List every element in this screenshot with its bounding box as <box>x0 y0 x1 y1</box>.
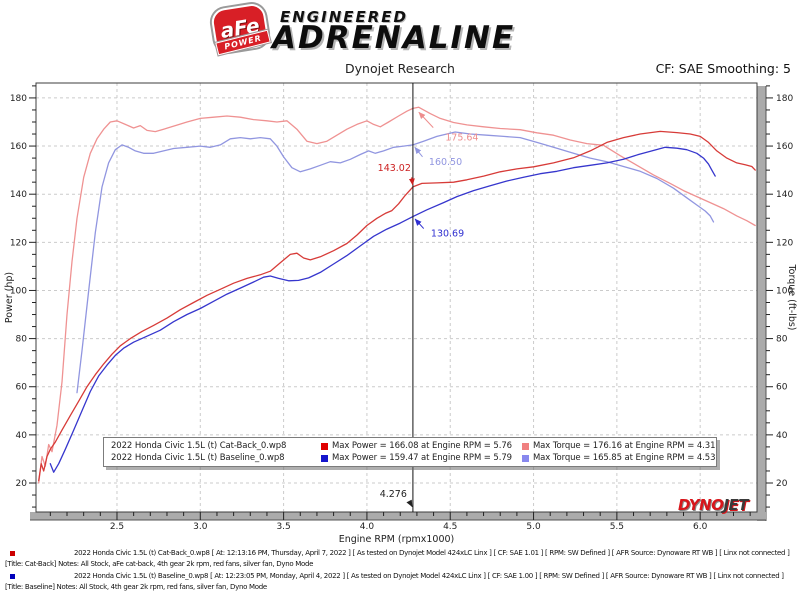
legend-max-torque: Max Torque = 165.85 at Engine RPM = 4.53 <box>532 453 716 463</box>
legend-row-baseline: 2022 Honda Civic 1.5L (t) Baseline_0.wp8… <box>104 452 716 464</box>
svg-text:140: 140 <box>10 190 27 200</box>
svg-text:4.5: 4.5 <box>443 522 457 532</box>
svg-text:Engine RPM (rpmx1000): Engine RPM (rpmx1000) <box>339 534 455 545</box>
brand-tagline-main: ADRENALINE <box>272 20 516 56</box>
legend-run-name: 2022 Honda Civic 1.5L (t) Cat-Back_0.wp8 <box>111 441 287 451</box>
svg-text:40: 40 <box>16 431 28 441</box>
svg-text:Torque (ft-lbs): Torque (ft-lbs) <box>786 263 797 330</box>
svg-text:120: 120 <box>10 238 27 248</box>
svg-text:180: 180 <box>10 94 27 104</box>
svg-text:80: 80 <box>16 335 28 345</box>
run-details: 2022 Honda Civic 1.5L (t) Cat-Back_0.wp8… <box>0 548 796 594</box>
svg-text:60: 60 <box>16 383 28 393</box>
run-detail-baseline: 2022 Honda Civic 1.5L (t) Baseline_0.wp8… <box>0 571 796 593</box>
svg-text:180: 180 <box>776 94 793 104</box>
run-detail-line2: [Title: Cat-Back] Notes: All Stock, aFe … <box>5 560 314 568</box>
svg-text:160: 160 <box>10 142 27 152</box>
svg-text:40: 40 <box>776 431 788 441</box>
dynojet-logo-jet: JET <box>723 496 749 514</box>
legend-row-catback: 2022 Honda Civic 1.5L (t) Cat-Back_0.wp8… <box>104 440 716 452</box>
svg-text:20: 20 <box>16 479 28 489</box>
dynojet-logo: DYNOJET <box>678 496 749 514</box>
brand-tagline-top: ENGINEERED <box>280 8 408 26</box>
svg-text:120: 120 <box>776 238 793 248</box>
svg-text:60: 60 <box>776 383 788 393</box>
svg-text:4.276: 4.276 <box>380 489 407 500</box>
run-detail-line1: 2022 Honda Civic 1.5L (t) Baseline_0.wp8… <box>74 572 784 580</box>
run-detail-line2: [Title: Baseline] Notes: All Stock, 4th … <box>5 583 267 591</box>
power-swatch-icon <box>321 454 328 462</box>
svg-text:5.0: 5.0 <box>526 522 541 532</box>
svg-text:80: 80 <box>776 335 788 345</box>
torque-swatch-icon <box>521 442 529 450</box>
dynojet-logo-dyno: DYNO <box>678 496 724 514</box>
svg-text:3.5: 3.5 <box>276 522 290 532</box>
svg-text:143.02: 143.02 <box>378 163 411 174</box>
svg-text:100: 100 <box>10 286 27 296</box>
torque-swatch-icon <box>521 454 529 462</box>
svg-text:130.69: 130.69 <box>431 229 464 240</box>
power-swatch-icon <box>321 442 328 450</box>
run-bullet-icon <box>10 574 15 579</box>
svg-text:175.64: 175.64 <box>445 132 478 143</box>
smoothing-label: CF: SAE Smoothing: 5 <box>655 61 791 76</box>
dyno-chart-canvas[interactable]: 20 20 40 40 60 60 80 80 100 100 120 120 140 140 160 160… <box>0 0 800 546</box>
report-title: Dynojet Research <box>345 61 455 76</box>
legend-box: 2022 Honda Civic 1.5L (t) Cat-Back_0.wp8… <box>103 437 717 467</box>
svg-text:100: 100 <box>776 286 793 296</box>
legend-max-power: Max Power = 166.08 at Engine RPM = 5.76 <box>332 441 512 451</box>
legend-run-name: 2022 Honda Civic 1.5L (t) Baseline_0.wp8 <box>111 453 285 463</box>
svg-text:160.50: 160.50 <box>429 157 462 168</box>
legend-max-power: Max Power = 159.47 at Engine RPM = 5.79 <box>332 453 512 463</box>
svg-text:4.0: 4.0 <box>360 522 375 532</box>
svg-text:3.0: 3.0 <box>193 522 208 532</box>
svg-text:140: 140 <box>776 190 793 200</box>
svg-text:6.0: 6.0 <box>693 522 708 532</box>
svg-text:5.5: 5.5 <box>610 522 624 532</box>
run-detail-line1: 2022 Honda Civic 1.5L (t) Cat-Back_0.wp8… <box>74 549 790 557</box>
legend-max-torque: Max Torque = 176.16 at Engine RPM = 4.31 <box>532 441 716 451</box>
svg-text:Power (hp): Power (hp) <box>4 272 15 323</box>
svg-text:20: 20 <box>776 479 788 489</box>
run-detail-catback: 2022 Honda Civic 1.5L (t) Cat-Back_0.wp8… <box>0 548 796 570</box>
run-bullet-icon <box>10 551 15 556</box>
svg-text:2.5: 2.5 <box>110 522 124 532</box>
svg-text:160: 160 <box>776 142 793 152</box>
